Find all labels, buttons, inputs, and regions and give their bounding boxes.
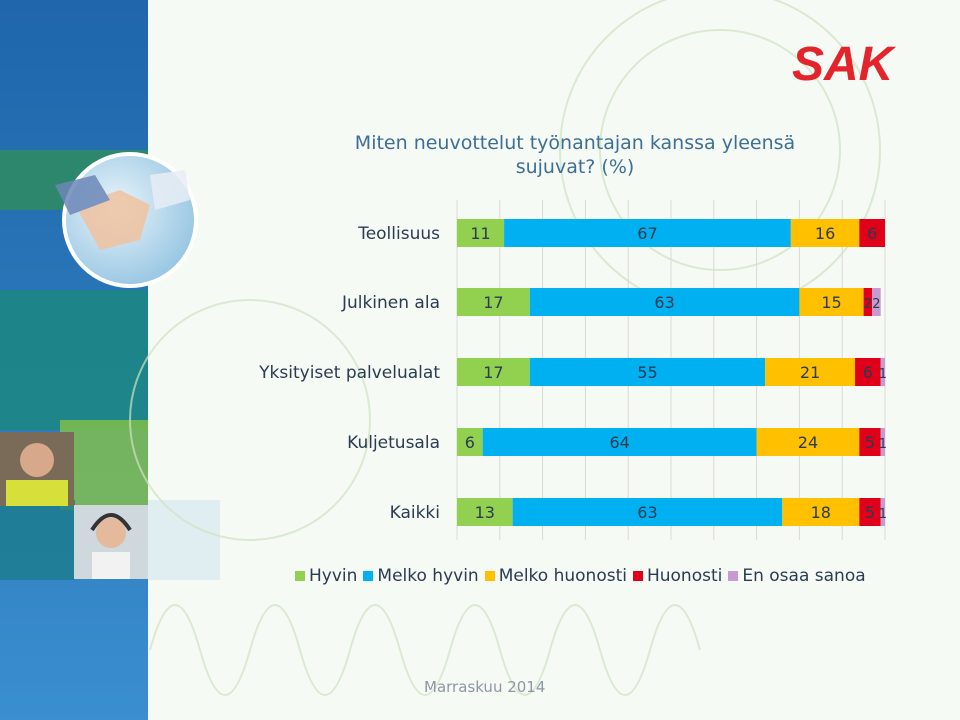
- bar-segment: [872, 288, 881, 316]
- category-label: Yksityiset palvelualat: [258, 363, 440, 383]
- category-label: Kaikki: [390, 503, 440, 523]
- bar-segment: [529, 358, 766, 386]
- category-label: Julkinen ala: [341, 293, 440, 313]
- footer-date: Marraskuu 2014: [424, 678, 546, 696]
- bar-segment: [799, 288, 864, 316]
- category-label: Teollisuus: [357, 224, 440, 244]
- data-label: 17: [483, 363, 503, 382]
- legend-label: Melko hyvin: [377, 566, 479, 586]
- data-label: 1: [879, 367, 887, 382]
- svg-text:SAK: SAK: [792, 40, 897, 84]
- data-label: 17: [483, 293, 503, 312]
- bar-segment: [855, 358, 881, 386]
- data-label: 63: [637, 503, 657, 522]
- chart-title: Miten neuvottelut työnantajan kanssa yle…: [354, 132, 796, 178]
- data-label: 1: [879, 437, 887, 452]
- data-label: 67: [637, 224, 657, 243]
- bar-segment: [859, 498, 881, 526]
- data-label: 15: [821, 293, 841, 312]
- chart-legend: Hyvin Melko hyvin Melko huonosti Huonosti En…: [295, 566, 866, 586]
- bar-segment: [756, 428, 860, 456]
- bar-segment: [782, 498, 860, 526]
- bar-segment: [457, 358, 530, 386]
- bar-segment: [457, 498, 513, 526]
- bar-segment: [880, 498, 885, 526]
- data-label: 6: [867, 224, 877, 243]
- legend-label: En osaa sanoa: [742, 566, 866, 586]
- data-label: 18: [811, 503, 831, 522]
- data-label: 16: [815, 224, 835, 243]
- data-label: 55: [637, 363, 657, 382]
- data-label: 5: [865, 503, 875, 522]
- bar-segment: [765, 358, 856, 386]
- sak-logo: SAK: [792, 38, 902, 91]
- legend-item: En osaa sanoa: [728, 566, 866, 586]
- legend-swatch: [484, 571, 495, 581]
- legend-label: Hyvin: [309, 566, 358, 586]
- bar-segment: [790, 219, 860, 247]
- data-label: 2: [864, 297, 872, 312]
- data-label: 2: [872, 297, 880, 312]
- legend-item: Melko huonosti: [484, 566, 627, 586]
- bar-segment: [529, 288, 800, 316]
- data-label: 13: [475, 503, 495, 522]
- legend-item: Melko hyvin: [363, 566, 479, 586]
- bar-segment: [457, 288, 530, 316]
- data-label: 6: [863, 363, 873, 382]
- bar-segment: [863, 288, 873, 316]
- legend-item: Huonosti: [632, 566, 723, 586]
- data-label: 6: [465, 433, 475, 452]
- bar-segment: [457, 428, 483, 456]
- data-label: 24: [798, 433, 818, 452]
- bar-segment: [512, 498, 783, 526]
- data-label: 5: [865, 433, 875, 452]
- bar-segment: [859, 428, 881, 456]
- legend-label: Melko huonosti: [498, 566, 627, 586]
- data-label: 11: [470, 224, 490, 243]
- bar-segment: [457, 219, 505, 247]
- bar-segment: [880, 428, 885, 456]
- bar-segment: [880, 358, 885, 386]
- category-label: Kuljetusala: [347, 433, 440, 453]
- legend-swatch: [728, 571, 739, 581]
- bar-segment: [504, 219, 791, 247]
- data-label: 64: [609, 433, 629, 452]
- legend-item: Hyvin: [295, 566, 357, 586]
- legend-swatch: [295, 571, 305, 581]
- bar-segment: [859, 219, 885, 247]
- data-label: 21: [800, 363, 820, 382]
- bar-segment: [482, 428, 757, 456]
- data-label: 63: [654, 293, 674, 312]
- data-label: 1: [879, 507, 887, 522]
- legend-label: Huonosti: [646, 566, 723, 586]
- legend-swatch: [632, 571, 643, 581]
- legend-swatch: [363, 571, 374, 581]
